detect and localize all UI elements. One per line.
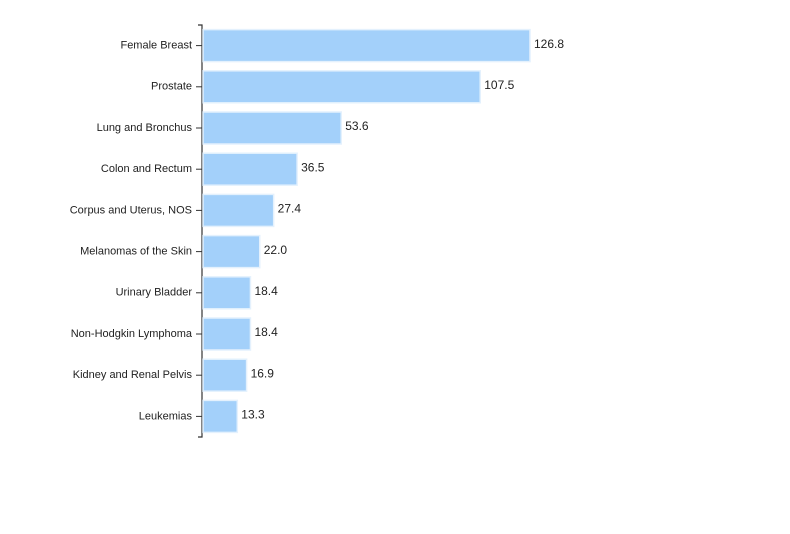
value-label: 13.3 [241, 408, 265, 422]
value-label: 126.8 [534, 37, 564, 51]
y-tick-label: Prostate [151, 81, 192, 93]
y-tick-label: Female Breast [120, 40, 192, 52]
value-label: 18.4 [254, 284, 278, 298]
value-label: 27.4 [278, 202, 302, 216]
y-tick-label: Melanomas of the Skin [80, 246, 192, 258]
value-label: 18.4 [254, 325, 278, 339]
y-tick-label: Kidney and Renal Pelvis [73, 369, 193, 381]
y-axis [198, 24, 203, 438]
bar [202, 28, 531, 63]
bar [202, 358, 248, 392]
bar [202, 317, 252, 351]
value-label: 36.5 [301, 160, 325, 174]
bar [202, 399, 239, 434]
y-tick-label: Corpus and Uterus, NOS [70, 204, 192, 216]
bar [202, 152, 298, 186]
y-tick-label: Lung and Bronchus [97, 122, 193, 134]
value-label: 53.6 [345, 119, 369, 133]
bar [202, 111, 342, 145]
y-tick-label: Non-Hodgkin Lymphoma [71, 328, 193, 340]
y-tick-label: Colon and Rectum [101, 163, 192, 175]
bar [202, 193, 275, 228]
y-tick-label: Urinary Bladder [116, 287, 193, 299]
value-label: 16.9 [251, 366, 275, 380]
bar [202, 70, 481, 104]
bar [202, 276, 252, 310]
y-tick-label: Leukemias [139, 410, 193, 422]
value-label: 107.5 [484, 78, 514, 92]
bar [202, 234, 261, 269]
value-label: 22.0 [264, 243, 288, 257]
